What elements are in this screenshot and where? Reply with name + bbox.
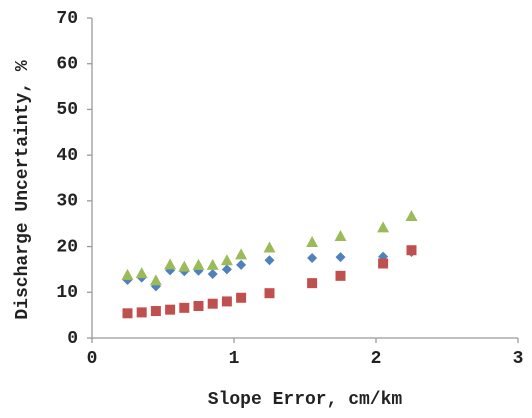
data-point (235, 248, 248, 260)
data-point (405, 209, 418, 221)
data-point (307, 253, 318, 263)
x-axis-label: Slope Error, cm/km (208, 390, 403, 410)
data-point (192, 258, 205, 270)
data-point (136, 307, 147, 318)
data-point (179, 302, 190, 313)
data-point (221, 264, 232, 275)
data-point (178, 260, 191, 272)
data-point (165, 304, 176, 315)
data-point (122, 308, 133, 319)
data-point (121, 268, 134, 280)
y-tick-label: 50 (56, 100, 78, 120)
y-tick-label: 40 (56, 146, 78, 166)
data-point (335, 252, 346, 263)
x-tick-label: 1 (229, 349, 240, 369)
data-point (135, 267, 148, 279)
data-point (377, 221, 390, 233)
data-point (406, 245, 417, 256)
data-point (164, 258, 177, 270)
data-point (150, 306, 161, 317)
data-point (221, 296, 232, 307)
data-point (149, 274, 162, 286)
data-point (264, 255, 275, 266)
y-axis-label: Discharge Uncertainty, % (13, 60, 33, 319)
y-tick-label: 20 (56, 237, 78, 257)
y-tick-label: 70 (56, 9, 78, 29)
data-point (207, 298, 218, 309)
y-tick-label: 10 (56, 283, 78, 303)
x-tick-label: 3 (513, 349, 524, 369)
y-tick-label: 30 (56, 192, 78, 212)
data-point (236, 259, 247, 270)
data-point (263, 241, 276, 253)
x-tick-label: 2 (371, 349, 382, 369)
data-point (264, 288, 275, 299)
data-point (335, 270, 346, 281)
y-tick-label: 0 (67, 329, 78, 349)
data-point (206, 258, 219, 270)
y-tick-label: 60 (56, 54, 78, 74)
data-point (207, 269, 218, 279)
x-tick-label: 0 (87, 349, 98, 369)
data-point (378, 258, 389, 269)
data-point (334, 230, 347, 242)
data-point (236, 292, 247, 303)
data-point (307, 278, 318, 289)
data-point (193, 301, 204, 311)
data-point (220, 254, 233, 266)
data-point (306, 236, 319, 247)
